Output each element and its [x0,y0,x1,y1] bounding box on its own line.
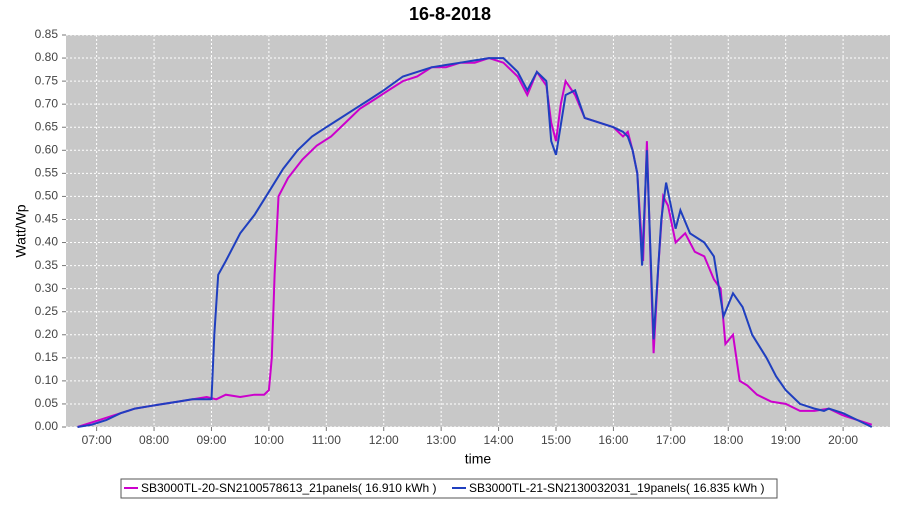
x-tick-label: 17:00 [656,433,686,447]
y-tick-label: 0.65 [35,119,59,133]
y-tick-label: 0.10 [35,373,59,387]
legend-label: SB3000TL-20-SN2100578613_21panels( 16.91… [141,481,437,495]
y-tick-label: 0.25 [35,304,59,318]
y-tick-label: 0.20 [35,327,59,341]
y-tick-label: 0.70 [35,96,59,110]
y-tick-label: 0.60 [35,142,59,156]
x-tick-label: 20:00 [828,433,858,447]
y-tick-label: 0.40 [35,235,59,249]
y-tick-label: 0.75 [35,73,59,87]
x-tick-label: 15:00 [541,433,571,447]
y-axis-label: Watt/Wp [13,204,29,257]
series-line [77,57,873,428]
y-tick-label: 0.45 [35,212,59,226]
y-tick-label: 0.35 [35,258,59,272]
x-tick-label: 14:00 [484,433,514,447]
x-tick-label: 10:00 [254,433,284,447]
y-tick-label: 0.55 [35,166,59,180]
x-axis-label: time [465,451,492,467]
x-tick-label: 08:00 [139,433,169,447]
y-tick-label: 0.50 [35,189,59,203]
legend-label: SB3000TL-21-SN2130032031_19panels( 16.83… [469,481,765,495]
x-tick-label: 16:00 [598,433,628,447]
x-tick-label: 19:00 [771,433,801,447]
x-tick-label: 09:00 [196,433,226,447]
x-tick-label: 12:00 [369,433,399,447]
y-tick-label: 0.00 [35,419,59,433]
y-tick-label: 0.30 [35,281,59,295]
x-tick-label: 11:00 [312,433,341,447]
chart-title: 16-8-2018 [409,4,491,24]
legend [120,478,778,499]
y-tick-label: 0.85 [35,27,59,41]
x-tick-label: 07:00 [82,433,112,447]
y-tick-label: 0.15 [35,350,59,364]
y-tick-label: 0.05 [35,396,59,410]
plot-area [66,35,890,427]
x-tick-label: 18:00 [713,433,743,447]
x-tick-label: 13:00 [426,433,456,447]
y-tick-label: 0.80 [35,50,59,64]
